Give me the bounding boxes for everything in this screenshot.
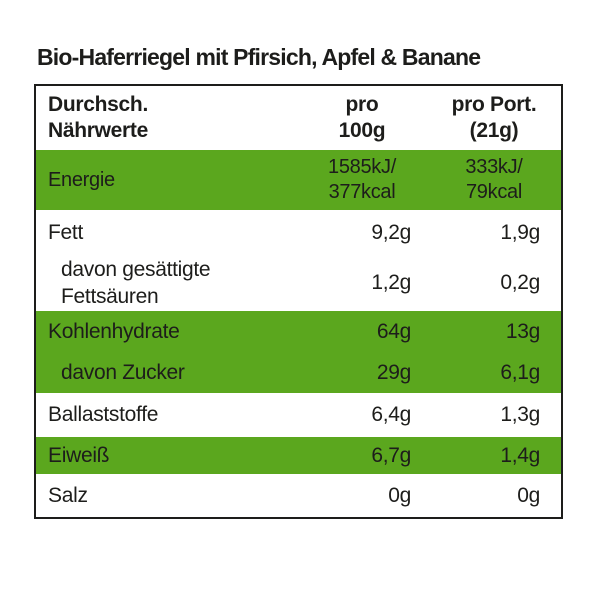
value-per-portion: 0g — [517, 483, 540, 507]
value-per-portion: 6,1g — [500, 360, 540, 384]
header-per-portion: pro Port. (21g) — [451, 93, 537, 142]
value-per-100g: 64g — [376, 319, 411, 343]
value-per-100g: 6,4g — [371, 403, 411, 426]
row-label: davon gesättigte Fettsäuren — [61, 258, 211, 308]
table-row-energie: Energie 1585kJ/ 377kcal 333kJ/ 79kcal — [36, 150, 561, 210]
value-per-100g: 6,7g — [371, 443, 411, 467]
value-per-portion: 1,4g — [500, 443, 540, 467]
value-per-100g: 0g — [388, 483, 411, 507]
row-label: Salz — [48, 483, 88, 507]
header-per-100g: pro 100g — [338, 93, 386, 142]
value-per-100g: 29g — [376, 360, 411, 384]
value-per-portion: 1,9g — [500, 220, 540, 244]
value-per-100g: 1585kJ/ 377kcal — [328, 156, 396, 203]
row-label: Ballaststoffe — [48, 403, 159, 426]
product-title: Bio-Haferriegel mit Pfirsich, Apfel & Ba… — [37, 44, 481, 70]
value-per-portion: 13g — [505, 319, 540, 343]
row-label: Fett — [48, 220, 83, 244]
row-label: Energie — [48, 168, 115, 191]
header-nutrients-label: Durchsch. Nährwerte — [48, 93, 149, 142]
value-per-portion: 1,3g — [500, 403, 540, 426]
nutrition-table: Durchsch. Nährwerte pro 100g pro Port. (… — [34, 84, 563, 519]
table-row-fett: Fett 9,2g 1,9g — [36, 210, 561, 255]
table-row-gesaettigte-fettsaeuren: davon gesättigte Fettsäuren 1,2g 0,2g — [36, 255, 561, 311]
table-row-kohlenhydrate: Kohlenhydrate 64g 13g — [36, 311, 561, 352]
table-row-eiweiss: Eiweiß 6,7g 1,4g — [36, 437, 561, 474]
value-per-100g: 9,2g — [371, 220, 411, 244]
table-header-row: Durchsch. Nährwerte pro 100g pro Port. (… — [36, 86, 561, 150]
row-label: Kohlenhydrate — [48, 319, 180, 343]
table-row-salz: Salz 0g 0g — [36, 474, 561, 517]
value-per-portion: 0,2g — [500, 271, 540, 294]
value-per-portion: 333kJ/ 79kcal — [465, 156, 523, 203]
table-row-davon-zucker: davon Zucker 29g 6,1g — [36, 352, 561, 393]
row-label: davon Zucker — [61, 360, 185, 384]
table-row-ballaststoffe: Ballaststoffe 6,4g 1,3g — [36, 393, 561, 437]
row-label: Eiweiß — [48, 443, 110, 467]
value-per-100g: 1,2g — [371, 271, 411, 294]
